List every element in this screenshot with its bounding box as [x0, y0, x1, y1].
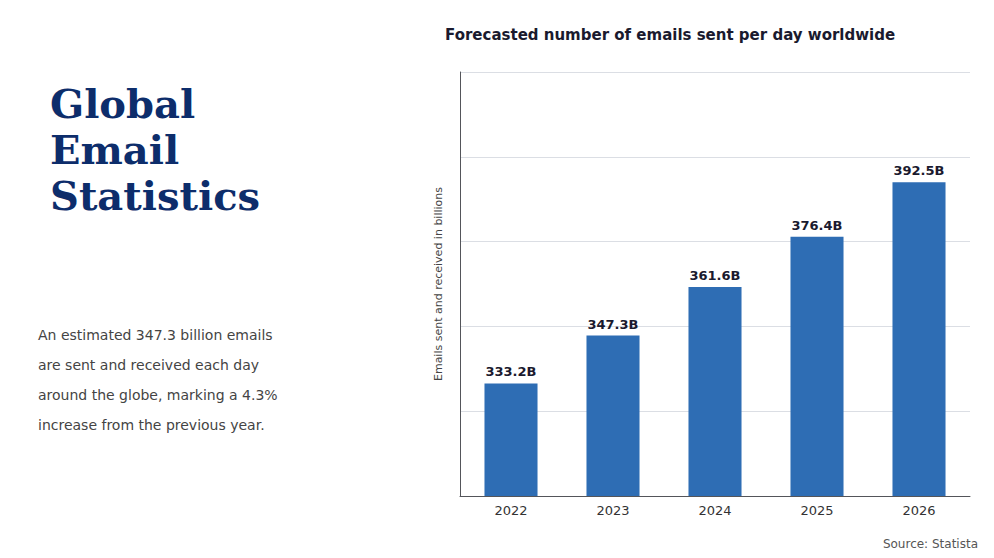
svg-text:are sent and received each day: are sent and received each day [38, 357, 259, 373]
svg-text:Source: Statista: Source: Statista [883, 537, 978, 551]
svg-text:392.5B: 392.5B [893, 163, 944, 178]
svg-text:333.2B: 333.2B [485, 364, 536, 379]
svg-text:376.4B: 376.4B [791, 218, 842, 233]
svg-text:2025: 2025 [800, 503, 833, 518]
svg-text:Emails sent and received in bi: Emails sent and received in billions [432, 187, 445, 381]
svg-text:Global: Global [50, 80, 195, 127]
svg-text:2022: 2022 [494, 503, 527, 518]
svg-text:361.6B: 361.6B [689, 268, 740, 283]
svg-text:2024: 2024 [698, 503, 731, 518]
svg-text:Email: Email [50, 126, 179, 173]
svg-text:around the globe, marking a 4.: around the globe, marking a 4.3% [38, 387, 278, 403]
svg-text:An estimated 347.3 billion ema: An estimated 347.3 billion emails [38, 327, 273, 343]
svg-text:2023: 2023 [596, 503, 629, 518]
svg-text:Statistics: Statistics [50, 172, 260, 219]
svg-text:increase from the previous yea: increase from the previous year. [38, 417, 265, 433]
svg-text:347.3B: 347.3B [587, 317, 638, 332]
svg-text:2026: 2026 [902, 503, 935, 518]
svg-text:Forecasted number of emails se: Forecasted number of emails sent per day… [445, 26, 895, 44]
